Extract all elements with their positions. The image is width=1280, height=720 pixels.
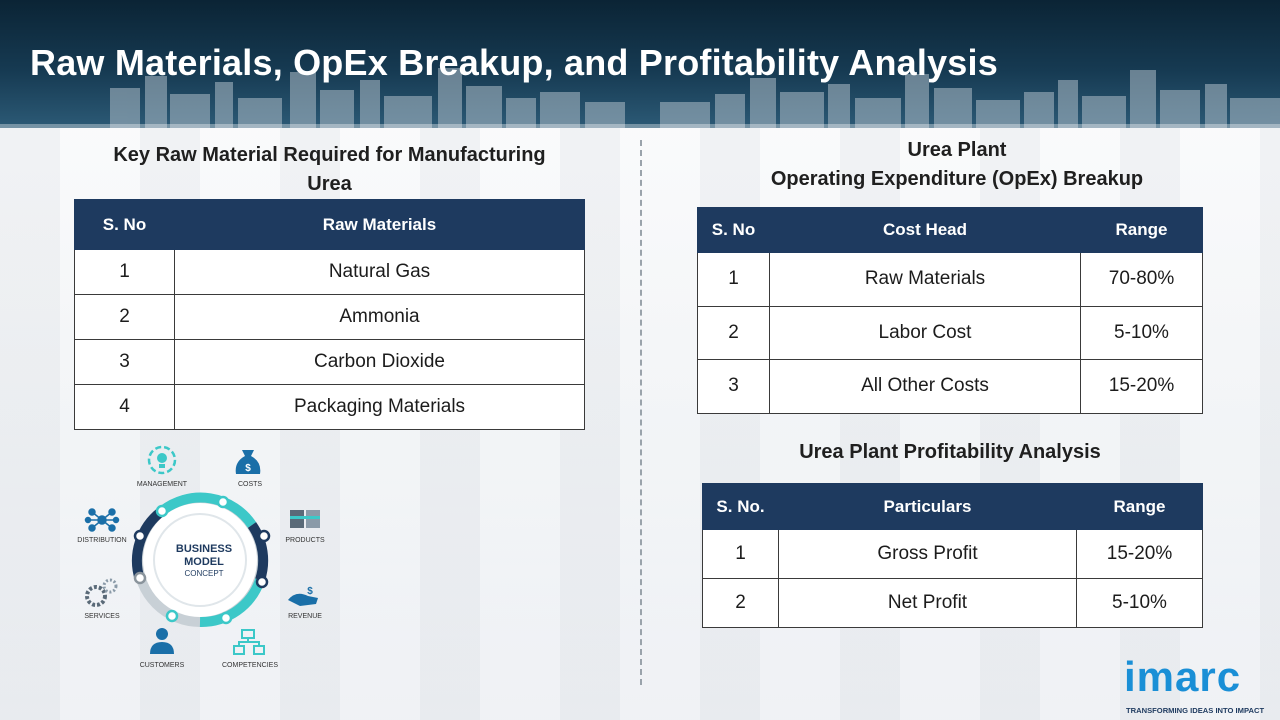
cell-range: 15-20% xyxy=(1076,529,1203,579)
diagram-center-line2: MODEL xyxy=(184,556,224,568)
diagram-node xyxy=(133,571,147,585)
opex-table: S. No Cost Head Range 1 Raw Materials 70… xyxy=(697,207,1203,414)
diagram-ring-arc-teal xyxy=(158,492,257,528)
label-distribution: DISTRIBUTION xyxy=(77,537,126,544)
cell-cost-head: All Other Costs xyxy=(769,359,1081,414)
diagram-ring-arc-navy xyxy=(247,522,269,582)
cell-sno: 3 xyxy=(697,359,770,414)
cell-sno: 2 xyxy=(74,294,175,340)
cell-sno: 1 xyxy=(74,249,175,295)
table-header-row: S. No Cost Head Range xyxy=(697,207,1203,253)
column-header-raw-materials: Raw Materials xyxy=(174,199,585,250)
column-header-sno: S. No. xyxy=(702,483,779,530)
boxes-icon xyxy=(290,510,320,528)
diagram-node xyxy=(255,575,269,589)
cell-cost-head: Raw Materials xyxy=(769,252,1081,307)
svg-text:$: $ xyxy=(307,586,313,597)
opex-title-line2: Operating Expenditure (OpEx) Breakup xyxy=(770,168,1144,190)
cell-range: 15-20% xyxy=(1080,359,1203,414)
page-title: Raw Materials, OpEx Breakup, and Profita… xyxy=(30,42,998,83)
label-revenue: REVENUE xyxy=(288,613,322,620)
cell-sno: 4 xyxy=(74,384,175,430)
diagram-node xyxy=(155,504,169,518)
diagram-node xyxy=(165,609,179,623)
raw-materials-table: S. No Raw Materials 1 Natural Gas 2 Ammo… xyxy=(74,199,585,430)
diagram-node xyxy=(133,529,147,543)
svg-text:$: $ xyxy=(245,463,251,474)
cell-particular: Net Profit xyxy=(778,578,1077,628)
cell-cost-head: Labor Cost xyxy=(769,305,1081,360)
diagram-center-line1: BUSINESS xyxy=(176,543,232,555)
raw-materials-title: Key Raw Material Required for Manufactur… xyxy=(74,141,585,199)
label-costs: COSTS xyxy=(238,481,262,488)
logo-wordmark: imarc xyxy=(1124,653,1242,700)
column-header-particulars: Particulars xyxy=(778,483,1077,530)
table-row: 1 Gross Profit 15-20% xyxy=(702,529,1203,579)
table-row: 4 Packaging Materials xyxy=(74,384,585,430)
city-skyline-image xyxy=(0,68,1280,128)
cell-range: 5-10% xyxy=(1076,578,1203,628)
imarc-logo: imarc TRANSFORMING IDEAS INTO IMPACT xyxy=(1124,652,1274,718)
hierarchy-icon xyxy=(233,629,265,655)
money-bag-icon: $ xyxy=(235,450,261,474)
logo-tagline: TRANSFORMING IDEAS INTO IMPACT xyxy=(1126,706,1265,715)
cell-raw-material: Natural Gas xyxy=(174,249,585,295)
table-row: 1 Natural Gas xyxy=(74,249,585,295)
gears-icon xyxy=(85,578,118,607)
column-header-range: Range xyxy=(1076,483,1203,530)
cell-raw-material: Packaging Materials xyxy=(174,384,585,430)
diagram-node xyxy=(219,611,233,625)
label-competencies: COMPETENCIES xyxy=(222,662,278,669)
raw-materials-title-line1: Key Raw Material Required for Manufactur… xyxy=(113,144,546,166)
cell-range: 5-10% xyxy=(1080,305,1203,360)
label-services: SERVICES xyxy=(84,613,120,620)
table-row: 3 Carbon Dioxide xyxy=(74,339,585,385)
table-row: 2 Net Profit 5-10% xyxy=(702,578,1203,628)
profitability-title: Urea Plant Profitability Analysis xyxy=(799,441,1101,463)
cell-raw-material: Ammonia xyxy=(174,294,585,340)
diagram-node xyxy=(216,495,230,509)
label-customers: CUSTOMERS xyxy=(140,662,185,669)
label-management: MANAGEMENT xyxy=(137,481,188,488)
management-icon xyxy=(147,445,177,475)
header-banner: Raw Materials, OpEx Breakup, and Profita… xyxy=(0,0,1280,128)
cell-range: 70-80% xyxy=(1080,252,1203,307)
business-model-diagram: BUSINESS MODEL CONCEPT MANAGEMENT $ COST… xyxy=(77,445,325,669)
cell-particular: Gross Profit xyxy=(778,529,1077,579)
column-header-cost-head: Cost Head xyxy=(769,207,1081,253)
column-header-sno: S. No xyxy=(74,199,175,250)
cell-raw-material: Carbon Dioxide xyxy=(174,339,585,385)
table-header-row: S. No. Particulars Range xyxy=(702,483,1203,530)
opex-title-line1: Urea Plant xyxy=(907,139,1007,161)
cell-sno: 2 xyxy=(697,305,770,360)
column-header-sno: S. No xyxy=(697,207,770,253)
table-header-row: S. No Raw Materials xyxy=(74,199,585,250)
hand-money-icon: $ xyxy=(288,586,318,606)
diagram-node xyxy=(257,529,271,543)
section-divider xyxy=(640,140,642,685)
table-row: 2 Ammonia xyxy=(74,294,585,340)
label-products: PRODUCTS xyxy=(285,537,325,544)
opex-title: Urea Plant Operating Expenditure (OpEx) … xyxy=(697,136,1217,194)
cell-sno: 1 xyxy=(702,529,779,579)
cell-sno: 2 xyxy=(702,578,779,628)
diagram-center-disc xyxy=(153,513,247,607)
table-row: 1 Raw Materials 70-80% xyxy=(697,252,1203,307)
table-row: 2 Labor Cost 5-10% xyxy=(697,305,1203,360)
raw-materials-title-line2: Urea xyxy=(307,173,352,195)
person-icon xyxy=(150,628,174,654)
diagram-center-line3: CONCEPT xyxy=(184,569,223,578)
diagram-ring-arc-teal xyxy=(199,578,265,628)
cell-sno: 3 xyxy=(74,339,175,385)
profitability-table: S. No. Particulars Range 1 Gross Profit … xyxy=(702,483,1203,628)
cell-sno: 1 xyxy=(697,252,770,307)
table-row: 3 All Other Costs 15-20% xyxy=(697,359,1203,414)
network-icon xyxy=(84,508,120,532)
column-header-range: Range xyxy=(1080,207,1203,253)
